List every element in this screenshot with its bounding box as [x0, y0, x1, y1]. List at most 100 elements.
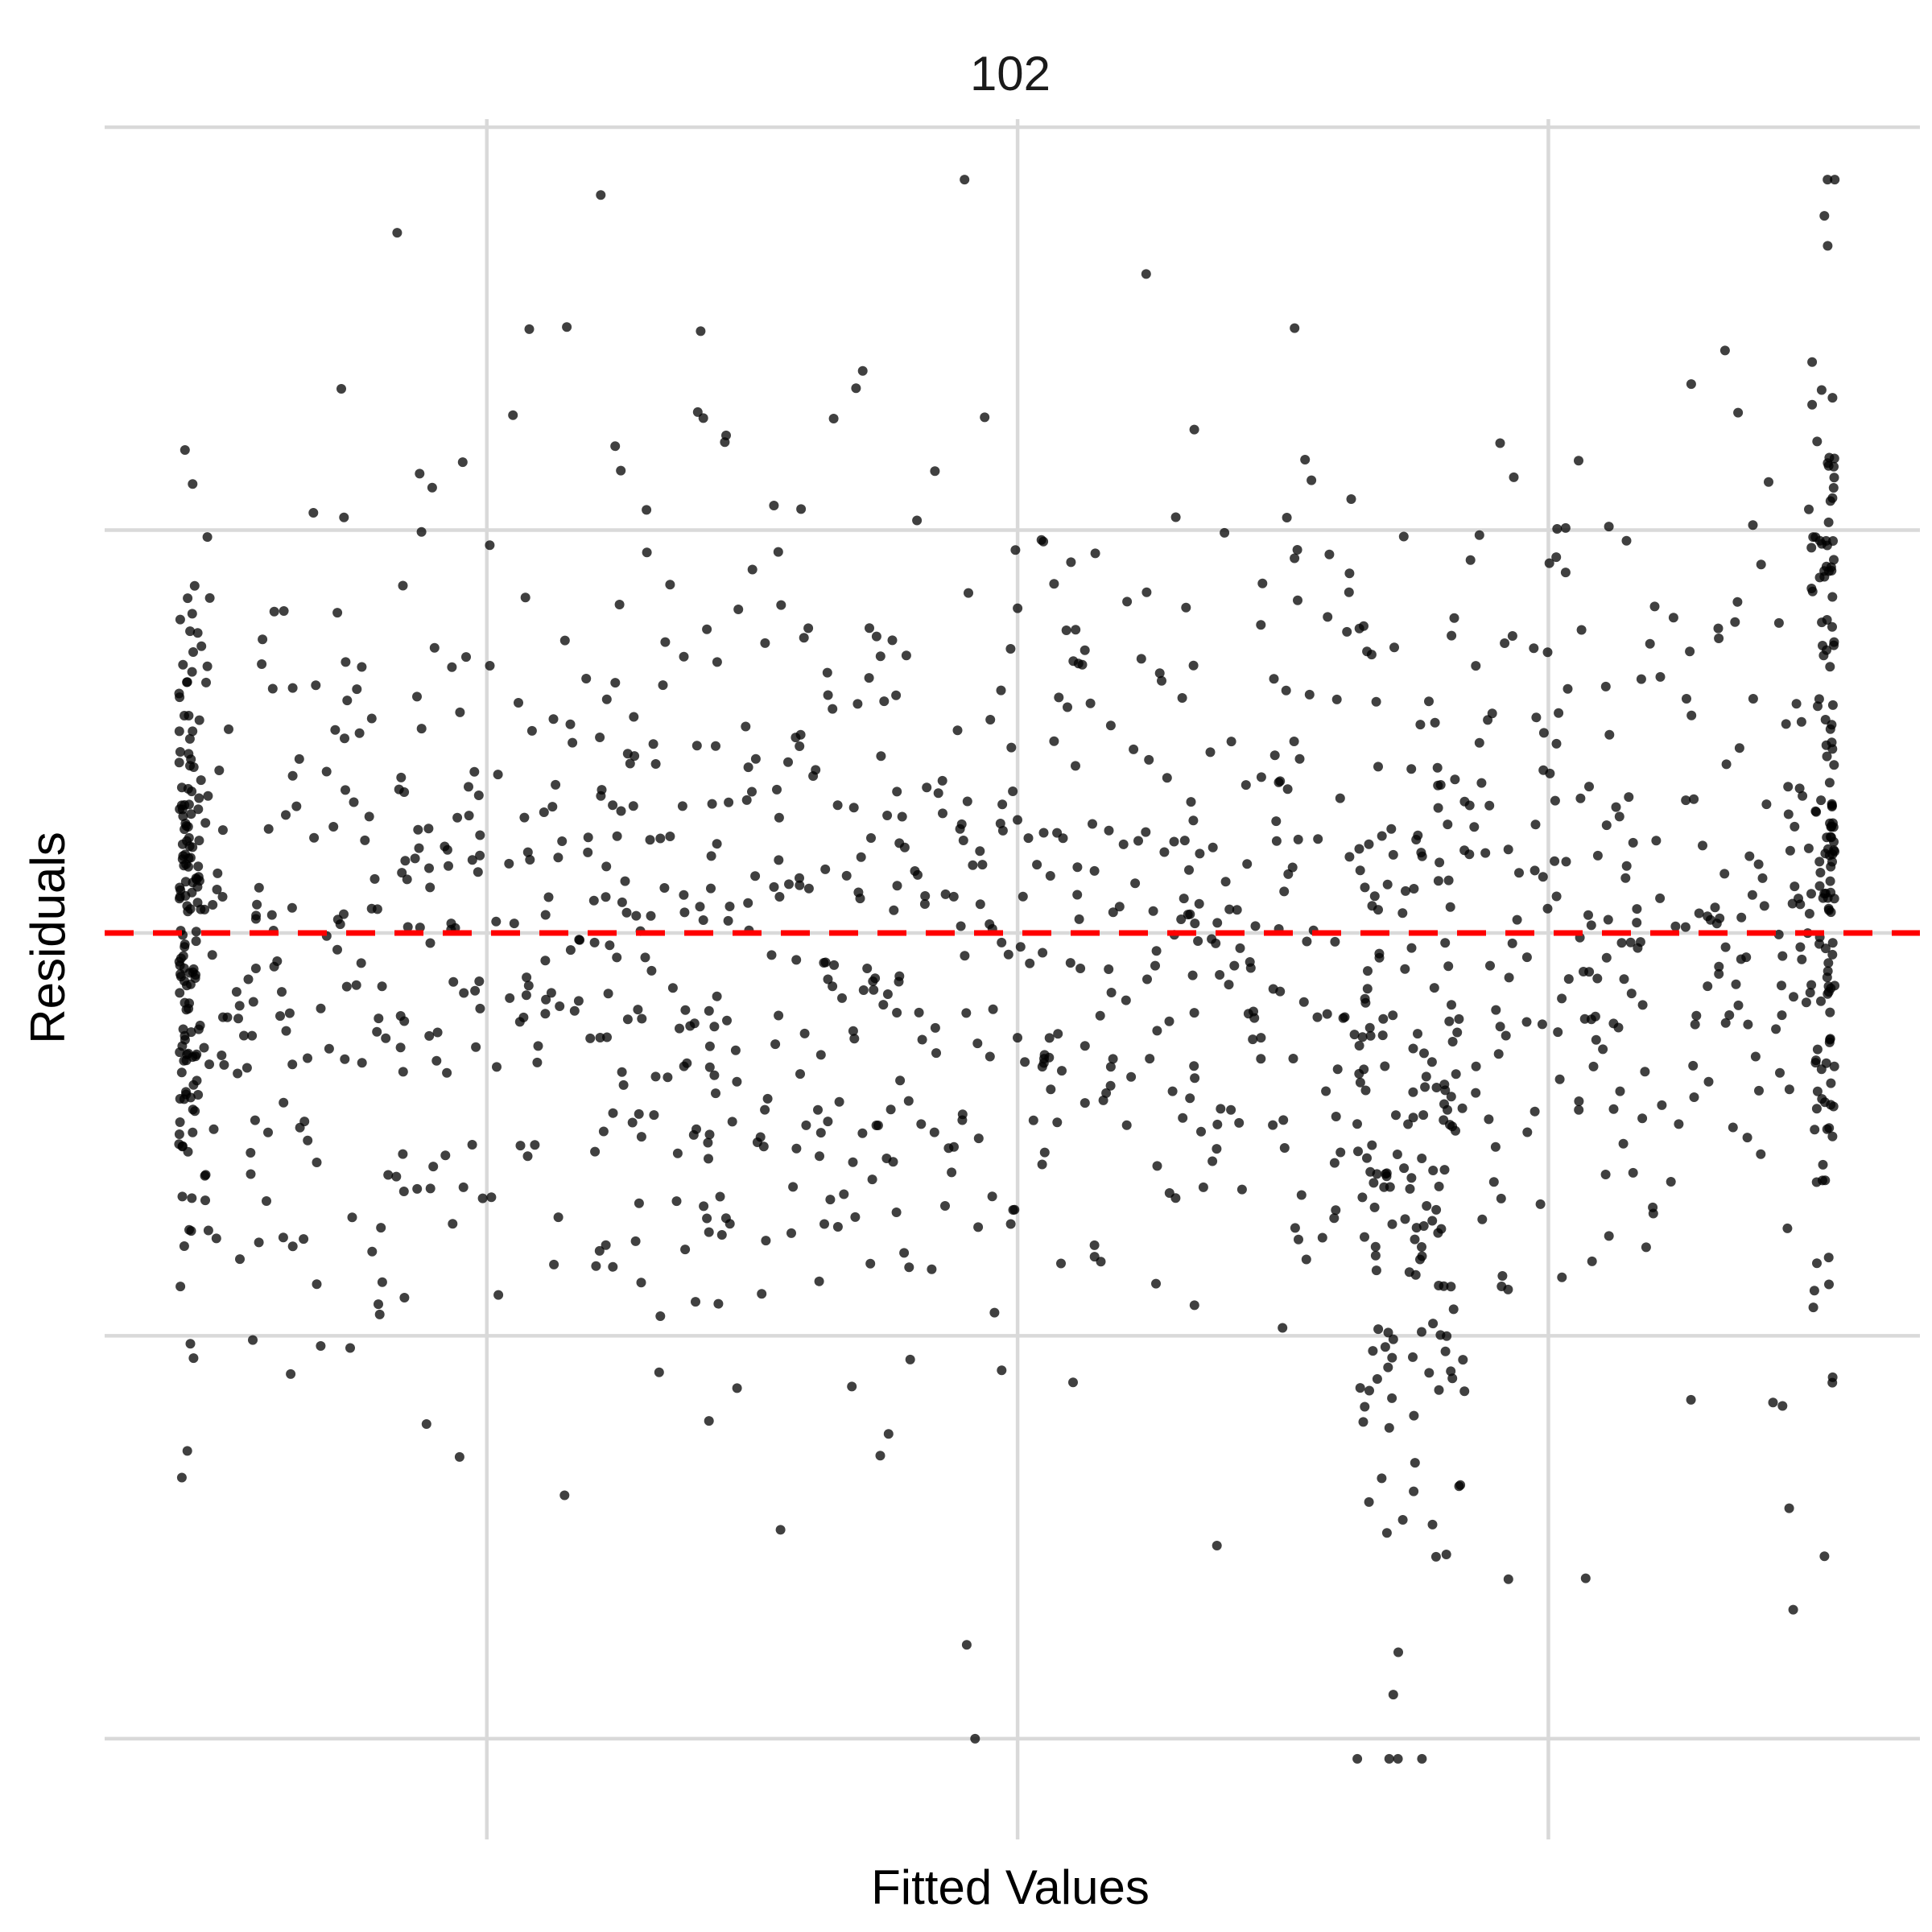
scatter-point [191, 936, 201, 947]
scatter-point [1601, 820, 1612, 831]
scatter-point [929, 1127, 939, 1137]
y-axis-label: Residuals [21, 832, 75, 1043]
scatter-point [1483, 715, 1493, 725]
scatter-point [1435, 857, 1445, 868]
scatter-point [589, 937, 600, 947]
scatter-point [937, 775, 947, 786]
scatter-point [727, 1117, 737, 1127]
scatter-point [1803, 843, 1814, 853]
scatter-point [695, 902, 705, 912]
scatter-point [1362, 984, 1373, 994]
scatter-point [1357, 1032, 1368, 1042]
scatter-point [1226, 737, 1236, 747]
scatter-point [1028, 1115, 1038, 1125]
scatter-point [1413, 1029, 1422, 1039]
scatter-point [640, 952, 650, 963]
scatter-point [776, 600, 786, 610]
scatter-point [1374, 952, 1385, 963]
scatter-point [1377, 831, 1387, 841]
scatter-point [233, 1068, 243, 1079]
scatter-point [1038, 947, 1048, 958]
scatter-point [919, 899, 930, 909]
scatter-point [217, 1051, 227, 1060]
scatter-point [622, 1014, 633, 1025]
scatter-point [679, 651, 689, 662]
scatter-point [191, 927, 201, 937]
scatter-point [1023, 833, 1034, 844]
scatter-point [1313, 834, 1323, 844]
scatter-point [1293, 595, 1302, 605]
scatter-point [349, 797, 359, 807]
scatter-point [1521, 1017, 1532, 1027]
scatter-point [175, 988, 185, 998]
scatter-point [873, 1121, 883, 1130]
scatter-point [485, 540, 495, 551]
scatter-point [203, 1225, 213, 1236]
scatter-point [201, 677, 211, 687]
scatter-point [747, 786, 757, 797]
scatter-points [174, 175, 1840, 1764]
scatter-point [376, 1223, 386, 1233]
scatter-point [875, 651, 886, 662]
scatter-point [1417, 1251, 1427, 1261]
scatter-point [1410, 1458, 1420, 1468]
scatter-point [1370, 1241, 1381, 1252]
scatter-point [1826, 861, 1836, 872]
scatter-point [774, 1010, 784, 1021]
scatter-point [620, 876, 630, 886]
scatter-point [218, 1012, 228, 1022]
scatter-point [1429, 983, 1439, 993]
scatter-point [1823, 1253, 1834, 1263]
scatter-point [204, 1059, 214, 1070]
scatter-point [565, 945, 576, 956]
scatter-point [1686, 379, 1696, 390]
scatter-point [839, 1189, 849, 1199]
scatter-point [713, 1298, 724, 1309]
scatter-point [1330, 936, 1340, 947]
scatter-point [1080, 1098, 1090, 1108]
scatter-point [193, 804, 204, 815]
scatter-point [1352, 1753, 1363, 1764]
scatter-point [504, 858, 514, 869]
scatter-point [949, 1141, 959, 1152]
scatter-point [1362, 646, 1373, 657]
scatter-point [989, 1307, 1000, 1318]
scatter-point [553, 852, 564, 863]
scatter-point [174, 758, 184, 768]
scatter-point [1822, 751, 1832, 762]
scatter-point [828, 704, 838, 714]
scatter-point [175, 692, 185, 703]
scatter-point [1408, 1087, 1418, 1097]
scatter-point [180, 1030, 190, 1041]
scatter-point [1212, 1541, 1222, 1550]
scatter-point [425, 1183, 436, 1194]
scatter-point [555, 1001, 565, 1011]
scatter-point [339, 909, 349, 919]
scatter-point [1747, 890, 1757, 900]
scatter-point [680, 1005, 691, 1015]
scatter-point [287, 683, 298, 693]
scatter-point [1279, 1143, 1290, 1153]
scatter-point [964, 588, 973, 598]
scatter-point [1796, 716, 1806, 727]
scatter-point [672, 1148, 683, 1158]
scatter-point [1095, 1010, 1105, 1021]
scatter-point [416, 724, 427, 734]
scatter-point [252, 899, 262, 910]
scatter-point [1344, 587, 1354, 597]
scatter-point [832, 1222, 843, 1232]
scatter-point [1144, 754, 1154, 765]
scatter-point [1507, 631, 1517, 641]
scatter-point [182, 1446, 192, 1456]
scatter-point [1331, 694, 1342, 704]
scatter-point [473, 791, 484, 800]
scatter-point [870, 973, 881, 984]
scatter-point [1224, 980, 1234, 990]
scatter-point [774, 812, 784, 823]
scatter-point [712, 657, 722, 667]
scatter-point [1829, 760, 1839, 770]
scatter-point [1814, 694, 1824, 704]
scatter-point [601, 1240, 611, 1250]
scatter-point [1393, 1647, 1403, 1657]
scatter-point [1535, 1199, 1546, 1209]
